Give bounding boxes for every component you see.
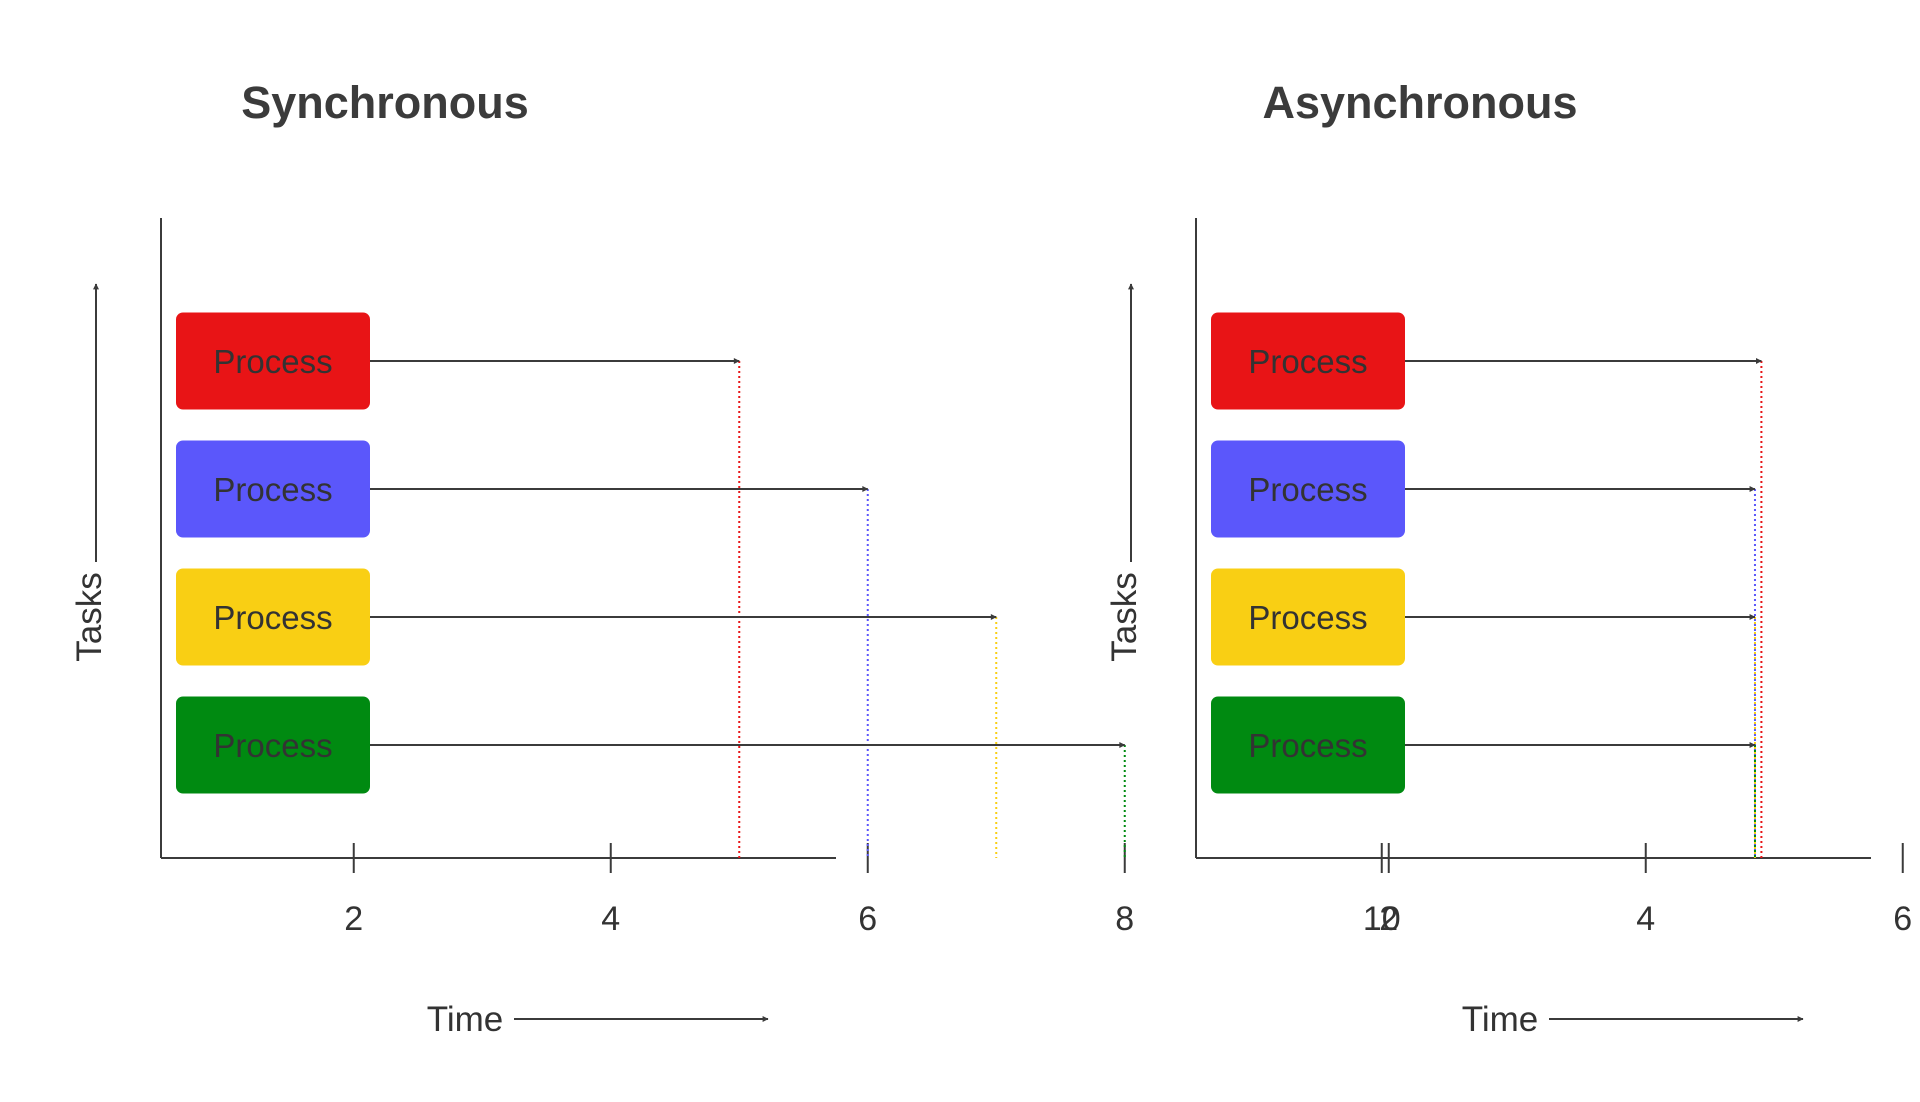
process-row: Process — [1211, 568, 1756, 858]
process-box — [176, 696, 370, 794]
process-row: Process — [1211, 440, 1756, 858]
process-row: Process — [1211, 696, 1756, 858]
async-panel: Asynchronous 2 4 6 8 10 Time Tasks Process Proces… — [1105, 77, 1912, 1039]
process-box — [1211, 312, 1405, 410]
process-box — [176, 568, 370, 666]
process-label: Process — [213, 343, 332, 380]
process-label: Process — [213, 727, 332, 764]
process-label: Process — [1248, 471, 1367, 508]
process-label: Process — [1248, 727, 1367, 764]
process-box — [1211, 440, 1405, 538]
process-row: Process — [176, 568, 998, 858]
sync-panel: Synchronous 2 4 6 8 10 Time Tasks Process Process… — [70, 77, 1401, 1039]
process-row: Process — [176, 312, 741, 858]
x-tick-label: 10 — [1363, 900, 1401, 938]
x-tick-label: 2 — [344, 900, 363, 938]
process-box — [1211, 696, 1405, 794]
process-label: Process — [213, 471, 332, 508]
process-row: Process — [1211, 312, 1763, 858]
process-label: Process — [1248, 599, 1367, 636]
x-tick-label: 4 — [601, 900, 620, 938]
x-axis-label: Time — [1462, 1000, 1538, 1039]
x-tick-label: 6 — [858, 900, 877, 938]
process-label: Process — [213, 599, 332, 636]
process-label: Process — [1248, 343, 1367, 380]
process-row: Process — [176, 696, 1126, 858]
y-axis-label: Tasks — [1105, 572, 1144, 661]
process-box — [1211, 568, 1405, 666]
x-tick-label: 6 — [1893, 900, 1912, 938]
process-box — [176, 440, 370, 538]
y-axis-label: Tasks — [70, 572, 109, 661]
async-title: Asynchronous — [1262, 77, 1577, 128]
process-row: Process — [176, 440, 869, 858]
process-box — [176, 312, 370, 410]
sync-title: Synchronous — [241, 77, 529, 128]
x-tick-label: 8 — [1115, 900, 1134, 938]
x-tick-label: 4 — [1636, 900, 1655, 938]
x-tick-label: 2 — [1379, 900, 1398, 938]
x-axis-label: Time — [427, 1000, 503, 1039]
